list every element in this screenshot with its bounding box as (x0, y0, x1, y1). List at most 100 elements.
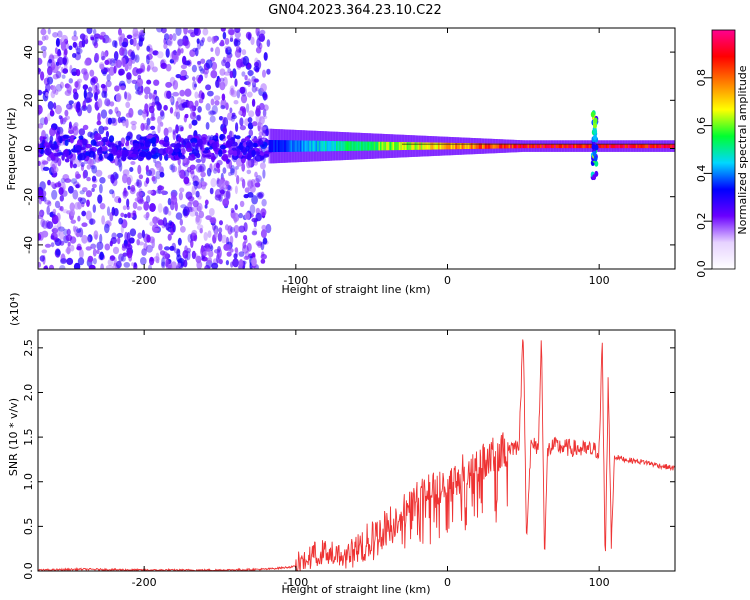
spectral-blob (62, 149, 70, 157)
spectral-blob (46, 205, 50, 215)
spectral-blob (239, 200, 245, 208)
spectral-blob (255, 212, 262, 222)
spectral-blob (129, 228, 137, 237)
spectral-blob (119, 85, 126, 91)
spectral-blob (260, 83, 267, 93)
spectral-blob (106, 37, 112, 43)
spectral-blob (43, 265, 48, 269)
spectral-blob (110, 117, 116, 124)
spectral-blob (255, 28, 260, 37)
spectral-blob (230, 168, 235, 176)
spectral-spike (592, 150, 597, 157)
spectral-blob (230, 207, 235, 214)
spectral-blob (165, 81, 173, 88)
spectral-blob (260, 126, 267, 131)
spectral-blob (255, 105, 261, 113)
spectral-blob (227, 149, 234, 154)
spectral-blob (195, 158, 202, 163)
spectral-blob (72, 153, 76, 161)
spectral-blob (241, 178, 246, 189)
y-tick-label: 0.5 (22, 518, 35, 536)
spectral-blob (262, 237, 268, 245)
spectral-blob (212, 135, 219, 141)
spectral-blob (236, 58, 243, 68)
spectral-blob (192, 206, 198, 212)
spectral-blob (170, 195, 178, 206)
colorbar-tick-label: 0.8 (695, 69, 708, 87)
spectral-blob (42, 166, 50, 171)
spectral-blob (154, 95, 160, 105)
spectral-blob (109, 101, 115, 107)
spectral-blob (206, 167, 212, 177)
y-tick-label: 20 (22, 93, 35, 107)
spectral-blob (91, 165, 98, 174)
spectral-blob (204, 154, 212, 158)
spectral-blob (219, 220, 223, 226)
spectral-blob (79, 190, 85, 195)
spectral-blob (112, 246, 120, 255)
spectral-blob (137, 164, 142, 175)
spectral-blob (78, 135, 84, 140)
spectral-blob (164, 33, 170, 41)
spectral-blob (225, 102, 229, 110)
spectral-blob (39, 255, 45, 262)
spectral-blob (100, 83, 106, 89)
spectral-blob (53, 102, 57, 110)
spectral-blob (82, 170, 86, 179)
spectral-blob (59, 81, 64, 89)
spectral-blob (40, 71, 45, 81)
spectral-blob (236, 89, 241, 99)
spectral-blob (128, 254, 133, 262)
spectral-blob (243, 255, 250, 260)
spectral-blob (150, 116, 156, 121)
spectral-blob (243, 194, 249, 199)
spectral-blob (120, 137, 126, 145)
spectral-blob (99, 146, 103, 153)
spectral-blob (193, 28, 199, 36)
spectral-blob (131, 79, 138, 84)
spectral-blob (159, 110, 165, 117)
colorbar-frame (711, 29, 736, 270)
y-tick-label: 2.5 (22, 339, 35, 357)
spectral-blob (167, 233, 172, 241)
spectral-blob (157, 203, 163, 213)
spectral-blob (263, 104, 269, 111)
spectral-blob (55, 249, 61, 256)
spectral-blob (125, 142, 130, 147)
spectral-blob (127, 93, 132, 101)
spectral-blob (177, 136, 182, 141)
spectral-blob (260, 258, 266, 264)
spectral-blob (38, 160, 41, 166)
spectrogram-x-label: Height of straight line (km) (281, 283, 430, 296)
spectral-blob (146, 45, 151, 52)
spectral-blob (208, 208, 215, 216)
spectral-blob (90, 165, 96, 170)
spectral-blob (44, 116, 48, 126)
spectral-blob (258, 131, 264, 136)
spectral-blob (75, 184, 80, 189)
spectral-blob (78, 128, 86, 136)
spectral-blob (145, 244, 153, 253)
spectral-blob (56, 50, 62, 57)
spectral-blob (67, 241, 71, 247)
spectral-blob (45, 83, 51, 93)
spectral-blob (227, 28, 235, 36)
spectral-blob (194, 83, 197, 88)
spectral-blob (177, 48, 181, 56)
spectral-blob (187, 196, 195, 202)
colorbar-ticks: 0.0 0.2 0.4 0.6 0.8 (695, 69, 712, 278)
spectral-blob (240, 94, 248, 104)
spectral-blob (174, 106, 180, 116)
spectral-blob (197, 76, 202, 84)
spectral-blob (102, 126, 109, 131)
spectral-blob (42, 160, 49, 165)
spectral-blob (201, 92, 205, 100)
spectral-blob (57, 220, 62, 230)
spectral-blob (53, 228, 61, 238)
spectral-blob (204, 247, 211, 253)
spectral-blob (266, 68, 271, 75)
x-tick-label: -200 (132, 576, 157, 589)
spectral-blob (238, 225, 246, 233)
spectral-blob (260, 229, 267, 239)
spectral-blob (247, 78, 252, 87)
